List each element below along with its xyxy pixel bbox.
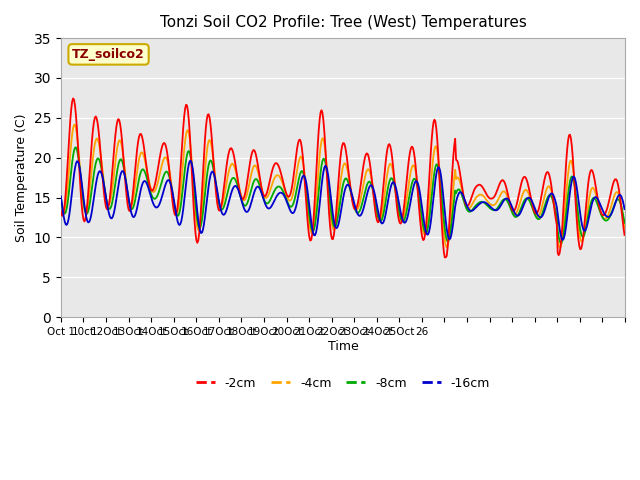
Legend: -2cm, -4cm, -8cm, -16cm: -2cm, -4cm, -8cm, -16cm: [191, 372, 495, 395]
Y-axis label: Soil Temperature (C): Soil Temperature (C): [15, 113, 28, 242]
Title: Tonzi Soil CO2 Profile: Tree (West) Temperatures: Tonzi Soil CO2 Profile: Tree (West) Temp…: [159, 15, 526, 30]
X-axis label: Time: Time: [328, 340, 358, 353]
Text: TZ_soilco2: TZ_soilco2: [72, 48, 145, 61]
